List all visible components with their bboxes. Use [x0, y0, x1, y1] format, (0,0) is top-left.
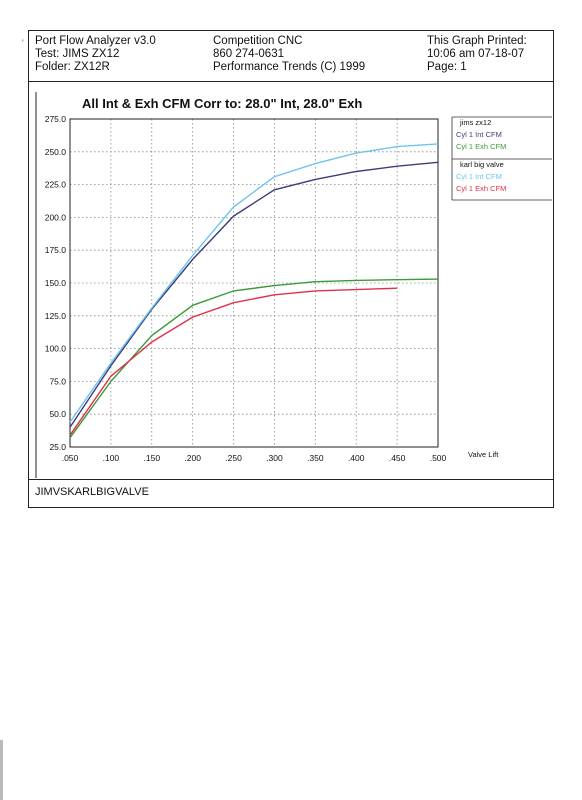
header-center-line: 860 274-0631: [213, 48, 284, 60]
y-tick-label: 25.0: [49, 442, 66, 452]
y-tick-label: 125.0: [45, 311, 67, 321]
plot-area: [69, 118, 439, 448]
x-tick-label: .450: [389, 453, 406, 463]
report-frame: Port Flow Analyzer v3.0 Test: JIMS ZX12 …: [28, 30, 554, 508]
footer-divider: [29, 479, 553, 480]
scan-mark: ': [22, 38, 24, 48]
legend-entry: Cyl 1 Int CFM: [456, 130, 502, 139]
header-left-line: Port Flow Analyzer v3.0: [35, 35, 156, 47]
x-tick-label: .250: [225, 453, 242, 463]
series-line: [69, 287, 398, 436]
header-left-line: Folder: ZX12R: [35, 61, 110, 73]
x-tick-label: .350: [307, 453, 324, 463]
legend-entry: Cyl 1 Exh CFM: [456, 184, 506, 193]
legend-entry: Cyl 1 Exh CFM: [456, 142, 506, 151]
header-left: Port Flow Analyzer v3.0 Test: JIMS ZX12 …: [35, 35, 156, 74]
x-tick-label: .100: [103, 453, 120, 463]
header-right-line: This Graph Printed:: [427, 35, 527, 47]
header-center-line: Competition CNC: [213, 35, 303, 47]
x-tick-label: .200: [184, 453, 201, 463]
y-tick-label: 200.0: [45, 212, 67, 222]
header-left-line: Test: JIMS ZX12: [35, 48, 120, 60]
legend-group-title: karl big valve: [460, 160, 504, 169]
x-tick-label: .050: [62, 453, 79, 463]
y-tick-label: 50.0: [49, 409, 66, 419]
header-right: This Graph Printed: 10:06 am 07-18-07 Pa…: [427, 35, 527, 74]
y-tick-label: 100.0: [45, 344, 67, 354]
footer-label: JIMVSKARLBIGVALVE: [35, 486, 149, 498]
chart-title: All Int & Exh CFM Corr to: 28.0" Int, 28…: [82, 96, 362, 111]
y-tick-label: 150.0: [45, 278, 67, 288]
report-header: Port Flow Analyzer v3.0 Test: JIMS ZX12 …: [29, 31, 553, 82]
y-tick-label: 275.0: [45, 114, 67, 124]
header-right-line: 10:06 am 07-18-07: [427, 48, 525, 60]
y-tick-label: 225.0: [45, 180, 67, 190]
header-center: Competition CNC 860 274-0631 Performance…: [213, 35, 365, 74]
header-center-line: Performance Trends (C) 1999: [213, 61, 366, 73]
scan-edge: [0, 740, 3, 800]
x-tick-label: .150: [144, 453, 161, 463]
y-tick-label: 75.0: [49, 376, 66, 386]
series-line: [69, 143, 439, 423]
x-tick-label: .300: [266, 453, 283, 463]
legend-entry: Cyl 1 Int CFM: [456, 172, 502, 181]
legend-group-title: jims zx12: [459, 118, 491, 127]
x-axis-label: Valve Lift: [468, 450, 499, 459]
y-tick-label: 175.0: [45, 245, 67, 255]
x-tick-label: .500: [430, 453, 447, 463]
series-line: [69, 161, 439, 428]
y-tick-label: 250.0: [45, 147, 67, 157]
header-right-line: Page: 1: [427, 61, 467, 73]
x-tick-label: .400: [348, 453, 365, 463]
